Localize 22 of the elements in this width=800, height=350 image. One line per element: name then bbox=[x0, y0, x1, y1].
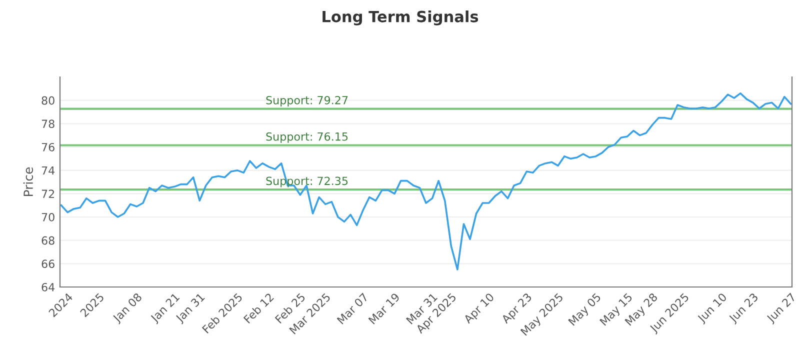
line-series bbox=[60, 92, 792, 270]
x-tick-label: Mar 07 bbox=[336, 292, 369, 324]
ref-line-label: Support: 79.27 bbox=[266, 96, 348, 107]
x-tick-label: Jun 10 bbox=[696, 292, 729, 325]
x-tick-label: Mar 19 bbox=[368, 292, 400, 324]
x-tick-label: Feb 12 bbox=[243, 292, 274, 324]
y-tick-label: 72 bbox=[42, 190, 54, 198]
y-tick-label: 78 bbox=[42, 120, 54, 128]
y-axis-title: Price bbox=[23, 167, 34, 196]
y-tick-label: 64 bbox=[42, 282, 55, 292]
x-tick-label: Jun 23 bbox=[728, 292, 760, 325]
y-tick-label: 68 bbox=[42, 236, 54, 245]
chart-title: Long Term Signals bbox=[322, 10, 478, 26]
x-tick-label: Jun 27 bbox=[766, 292, 798, 325]
y-tick-label: 66 bbox=[42, 260, 54, 268]
y-tick-label: 76 bbox=[42, 142, 54, 152]
x-tick-label: Jan 08 bbox=[112, 292, 144, 324]
y-tick-label: 70 bbox=[42, 212, 54, 222]
y-tick-label: 80 bbox=[42, 96, 54, 105]
x-tick-label: Apr 10 bbox=[463, 292, 496, 326]
ref-line-label: Support: 76.15 bbox=[266, 132, 348, 143]
y-tick-label: 74 bbox=[42, 166, 55, 175]
